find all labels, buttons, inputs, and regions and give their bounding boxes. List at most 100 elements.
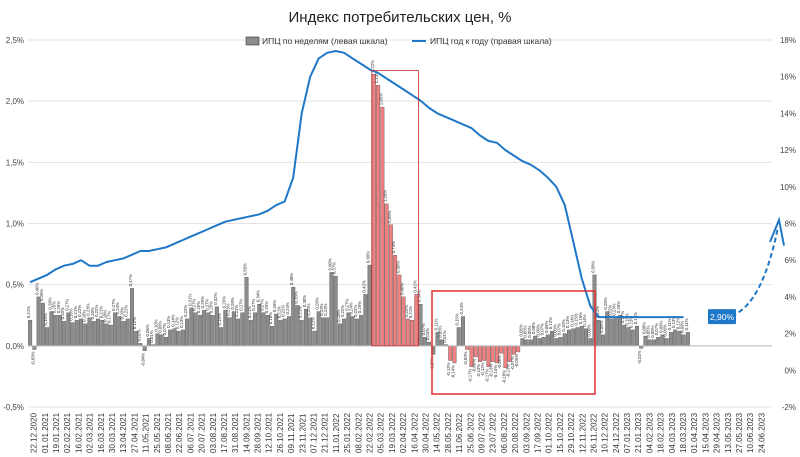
bar-value-label: 0,13% xyxy=(565,316,570,328)
x-tick-label: 15.10.2022 xyxy=(556,412,565,453)
weekly-bar xyxy=(121,321,126,347)
x-tick-label: 31.08.2021 xyxy=(231,412,240,453)
right-tick-label: 0% xyxy=(784,366,796,375)
weekly-bar xyxy=(634,326,639,347)
x-tick-label: 03.09.2022 xyxy=(522,412,531,453)
bar-value-label: 0,21% xyxy=(276,306,281,318)
bar-value-label: 0,09% xyxy=(158,320,163,332)
bar-value-label: 0,21% xyxy=(247,306,252,318)
weekly-bar xyxy=(673,329,678,347)
x-tick-label: 11.01.2022 xyxy=(332,413,341,453)
weekly-bar xyxy=(261,312,266,347)
bar-value-label: 0,26% xyxy=(272,300,277,312)
bar-value-label: 0,29% xyxy=(200,296,205,308)
weekly-bar xyxy=(541,337,546,347)
bar-value-label: 1,95% xyxy=(378,93,383,105)
x-tick-label: 26.11.2022 xyxy=(589,413,598,453)
x-tick-label: 20.08.2022 xyxy=(511,412,520,453)
bar-value-label: 1,16% xyxy=(383,190,388,202)
bar-value-label: -0,17% xyxy=(467,368,472,382)
bar-value-label: 0,16% xyxy=(268,312,273,324)
bar-value-label: 0,21% xyxy=(408,306,413,318)
weekly-bar xyxy=(87,317,92,347)
weekly-bar xyxy=(448,345,453,361)
weekly-bar xyxy=(83,323,88,347)
weekly-bar xyxy=(342,318,347,347)
x-tick-label: 21.12.2021 xyxy=(321,412,330,453)
x-tick-label: 06.08.2022 xyxy=(500,412,509,453)
weekly-bar xyxy=(79,318,84,347)
bar-value-label: 0,06% xyxy=(145,324,150,336)
weekly-bar xyxy=(282,318,287,347)
x-tick-label: 10.06.2023 xyxy=(746,412,755,453)
x-tick-label: 22.12.2020 xyxy=(30,412,39,453)
bar-value-label: 0,28% xyxy=(47,297,52,309)
bar-value-label: 0,28% xyxy=(315,297,320,309)
weekly-bar xyxy=(371,74,376,347)
weekly-bar xyxy=(558,337,563,347)
bar-value-label: 0,09% xyxy=(544,320,549,332)
weekly-bar xyxy=(180,329,185,347)
bar-value-label: 0,01% xyxy=(149,330,154,342)
x-tick-label: 13.05.2023 xyxy=(724,412,733,453)
yoy-badge-text: 2,90% xyxy=(710,312,735,322)
bar-value-label: -0,14% xyxy=(450,365,455,379)
weekly-bar xyxy=(74,319,79,347)
weekly-bar xyxy=(575,327,580,347)
bar-value-label: 0,12% xyxy=(175,317,180,329)
bar-value-label: 0,40% xyxy=(35,283,40,295)
bar-value-label: 0,22% xyxy=(77,305,82,317)
bar-value-label: 0,25% xyxy=(52,301,57,313)
bar-value-label: 0,18% xyxy=(103,309,108,321)
bar-value-label: -0,17% xyxy=(484,368,489,382)
bar-value-label: 0,25% xyxy=(196,301,201,313)
bar-value-label: 0,15% xyxy=(574,313,579,325)
bar-value-label: 0,28% xyxy=(603,297,608,309)
weekly-bar xyxy=(320,317,325,347)
bar-value-label: 0,25% xyxy=(264,301,269,313)
weekly-bar xyxy=(613,317,618,347)
weekly-bar xyxy=(104,323,109,347)
bar-value-label: 0,22% xyxy=(404,305,409,317)
weekly-bar xyxy=(456,327,461,347)
x-tick-label: 12.11.2022 xyxy=(578,413,587,453)
weekly-bar xyxy=(681,334,686,347)
weekly-bar xyxy=(380,107,385,347)
right-tick-label: 8% xyxy=(784,220,796,229)
x-tick-label: 01.10.2022 xyxy=(545,412,554,453)
weekly-bar xyxy=(465,345,470,350)
bar-value-label: 0,28% xyxy=(230,297,235,309)
x-tick-label: 14.05.2022 xyxy=(433,412,442,453)
weekly-bar xyxy=(664,338,669,347)
bar-value-label: -0,13% xyxy=(476,364,481,378)
bar-value-label: 0,56% xyxy=(243,263,248,275)
projection-line xyxy=(723,226,779,319)
bar-value-label: 0,22% xyxy=(234,305,239,317)
x-tick-label: 19.01.2021 xyxy=(52,412,61,453)
x-tick-label: 06.07.2021 xyxy=(186,412,195,453)
weekly-bar xyxy=(630,329,635,347)
deflation-frame xyxy=(431,290,596,395)
bar-value-label: 0,21% xyxy=(595,306,600,318)
bar-value-label: -0,03% xyxy=(30,351,35,365)
weekly-bar xyxy=(626,327,631,347)
weekly-bar xyxy=(70,322,75,347)
yoy-line xyxy=(29,50,684,319)
bar-value-label: -0,12% xyxy=(446,362,451,376)
weekly-bar xyxy=(668,332,673,347)
weekly-bar xyxy=(477,345,482,362)
weekly-bar xyxy=(647,339,652,347)
weekly-bar xyxy=(533,335,538,347)
x-tick-label: 29.04.2023 xyxy=(713,412,722,453)
x-tick-label: 01.04.2023 xyxy=(690,412,699,453)
weekly-bar xyxy=(117,316,122,347)
bar-value-label: 0,27% xyxy=(192,298,197,310)
bar-value-label: 0,07% xyxy=(654,323,659,335)
bar-value-label: 0,06% xyxy=(586,324,591,336)
bar-value-label: 0,09% xyxy=(599,320,604,332)
weekly-bar xyxy=(346,312,351,347)
weekly-bar xyxy=(32,345,37,350)
x-tick-label: 05.03.2022 xyxy=(377,412,386,453)
weekly-bar xyxy=(499,345,504,354)
weekly-bars xyxy=(28,74,690,369)
